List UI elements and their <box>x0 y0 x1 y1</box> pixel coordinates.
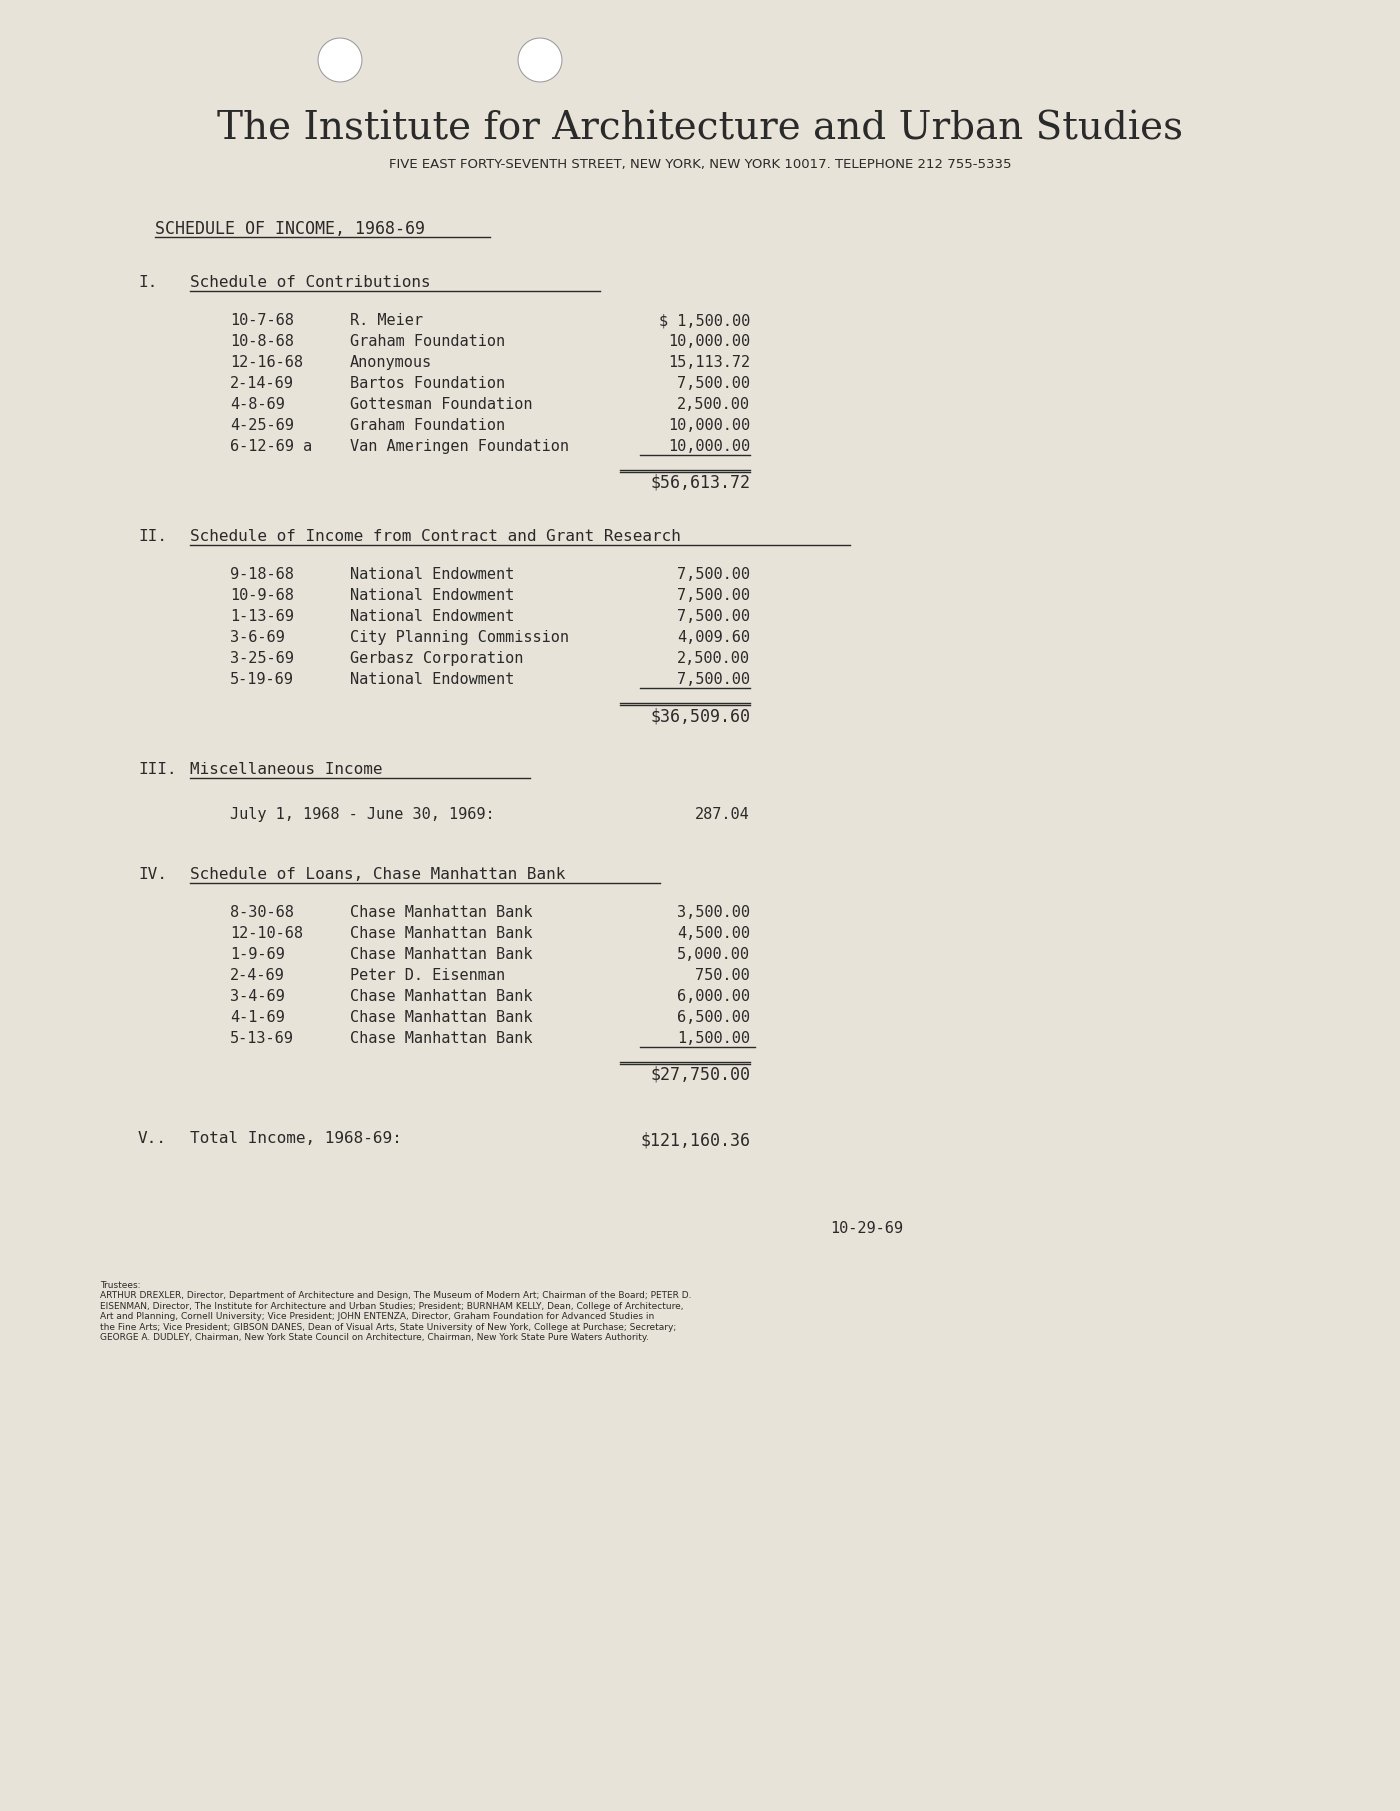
Text: 3-6-69: 3-6-69 <box>230 630 284 645</box>
Text: 287.04: 287.04 <box>696 808 750 822</box>
Text: 4-1-69: 4-1-69 <box>230 1011 284 1025</box>
Text: Van Ameringen Foundation: Van Ameringen Foundation <box>350 438 568 455</box>
Text: $56,613.72: $56,613.72 <box>650 474 750 493</box>
Text: 5-19-69: 5-19-69 <box>230 672 294 686</box>
Text: Total Income, 1968-69:: Total Income, 1968-69: <box>190 1132 402 1146</box>
Text: 10-7-68: 10-7-68 <box>230 313 294 328</box>
Text: III.: III. <box>139 762 176 777</box>
Text: 3-4-69: 3-4-69 <box>230 989 284 1003</box>
Text: 5-13-69: 5-13-69 <box>230 1030 294 1047</box>
Text: 4-25-69: 4-25-69 <box>230 418 294 433</box>
Text: 6-12-69 a: 6-12-69 a <box>230 438 312 455</box>
Text: 2-4-69: 2-4-69 <box>230 969 284 983</box>
Text: 4-8-69: 4-8-69 <box>230 397 284 411</box>
Text: 7,500.00: 7,500.00 <box>678 567 750 581</box>
Text: 8-30-68: 8-30-68 <box>230 906 294 920</box>
Text: I.: I. <box>139 275 157 290</box>
Text: SCHEDULE OF INCOME, 1968-69: SCHEDULE OF INCOME, 1968-69 <box>155 219 426 237</box>
Text: 3,500.00: 3,500.00 <box>678 906 750 920</box>
Text: Chase Manhattan Bank: Chase Manhattan Bank <box>350 1011 532 1025</box>
Text: 6,000.00: 6,000.00 <box>678 989 750 1003</box>
Text: 3-25-69: 3-25-69 <box>230 650 294 666</box>
Text: 7,500.00: 7,500.00 <box>678 377 750 391</box>
Text: Chase Manhattan Bank: Chase Manhattan Bank <box>350 906 532 920</box>
Text: 10-9-68: 10-9-68 <box>230 589 294 603</box>
Text: 6,500.00: 6,500.00 <box>678 1011 750 1025</box>
Text: 10,000.00: 10,000.00 <box>668 418 750 433</box>
Text: Peter D. Eisenman: Peter D. Eisenman <box>350 969 505 983</box>
Text: 15,113.72: 15,113.72 <box>668 355 750 369</box>
Text: Trustees:
ARTHUR DREXLER, Director, Department of Architecture and Design, The M: Trustees: ARTHUR DREXLER, Director, Depa… <box>99 1280 692 1342</box>
Text: Chase Manhattan Bank: Chase Manhattan Bank <box>350 989 532 1003</box>
Text: 7,500.00: 7,500.00 <box>678 672 750 686</box>
Text: Schedule of Loans, Chase Manhattan Bank: Schedule of Loans, Chase Manhattan Bank <box>190 867 566 882</box>
Text: II.: II. <box>139 529 167 543</box>
Text: 2-14-69: 2-14-69 <box>230 377 294 391</box>
Text: 12-16-68: 12-16-68 <box>230 355 302 369</box>
Text: Miscellaneous Income: Miscellaneous Income <box>190 762 382 777</box>
Text: $27,750.00: $27,750.00 <box>650 1067 750 1085</box>
Text: Graham Foundation: Graham Foundation <box>350 333 505 350</box>
Text: 2,500.00: 2,500.00 <box>678 650 750 666</box>
Text: FIVE EAST FORTY-SEVENTH STREET, NEW YORK, NEW YORK 10017. TELEPHONE 212 755-5335: FIVE EAST FORTY-SEVENTH STREET, NEW YORK… <box>389 158 1011 170</box>
Text: Gerbasz Corporation: Gerbasz Corporation <box>350 650 524 666</box>
Text: 10-8-68: 10-8-68 <box>230 333 294 350</box>
Text: 12-10-68: 12-10-68 <box>230 925 302 942</box>
Text: The Institute for Architecture and Urban Studies: The Institute for Architecture and Urban… <box>217 110 1183 147</box>
Text: Schedule of Contributions: Schedule of Contributions <box>190 275 431 290</box>
Text: 750.00: 750.00 <box>696 969 750 983</box>
Text: 4,009.60: 4,009.60 <box>678 630 750 645</box>
Text: 10-29-69: 10-29-69 <box>830 1221 903 1235</box>
Text: 7,500.00: 7,500.00 <box>678 608 750 625</box>
Text: 9-18-68: 9-18-68 <box>230 567 294 581</box>
Text: National Endowment: National Endowment <box>350 608 514 625</box>
Text: V..: V.. <box>139 1132 167 1146</box>
Text: 5,000.00: 5,000.00 <box>678 947 750 962</box>
Text: 1-9-69: 1-9-69 <box>230 947 284 962</box>
Text: $121,160.36: $121,160.36 <box>640 1132 750 1148</box>
Text: $ 1,500.00: $ 1,500.00 <box>659 313 750 328</box>
Text: Chase Manhattan Bank: Chase Manhattan Bank <box>350 1030 532 1047</box>
Circle shape <box>318 38 363 81</box>
Text: City Planning Commission: City Planning Commission <box>350 630 568 645</box>
Text: $36,509.60: $36,509.60 <box>650 706 750 724</box>
Text: National Endowment: National Endowment <box>350 672 514 686</box>
Text: 10,000.00: 10,000.00 <box>668 438 750 455</box>
Text: Chase Manhattan Bank: Chase Manhattan Bank <box>350 947 532 962</box>
Text: Graham Foundation: Graham Foundation <box>350 418 505 433</box>
Text: National Endowment: National Endowment <box>350 589 514 603</box>
Text: 7,500.00: 7,500.00 <box>678 589 750 603</box>
Text: IV.: IV. <box>139 867 167 882</box>
Text: 1,500.00: 1,500.00 <box>678 1030 750 1047</box>
Text: Gottesman Foundation: Gottesman Foundation <box>350 397 532 411</box>
Text: Schedule of Income from Contract and Grant Research: Schedule of Income from Contract and Gra… <box>190 529 680 543</box>
Text: Bartos Foundation: Bartos Foundation <box>350 377 505 391</box>
Text: 10,000.00: 10,000.00 <box>668 333 750 350</box>
Text: Chase Manhattan Bank: Chase Manhattan Bank <box>350 925 532 942</box>
Text: National Endowment: National Endowment <box>350 567 514 581</box>
Circle shape <box>518 38 561 81</box>
Text: R. Meier: R. Meier <box>350 313 423 328</box>
Text: 1-13-69: 1-13-69 <box>230 608 294 625</box>
Text: 2,500.00: 2,500.00 <box>678 397 750 411</box>
Text: 4,500.00: 4,500.00 <box>678 925 750 942</box>
Text: Anonymous: Anonymous <box>350 355 433 369</box>
Text: July 1, 1968 - June 30, 1969:: July 1, 1968 - June 30, 1969: <box>230 808 494 822</box>
